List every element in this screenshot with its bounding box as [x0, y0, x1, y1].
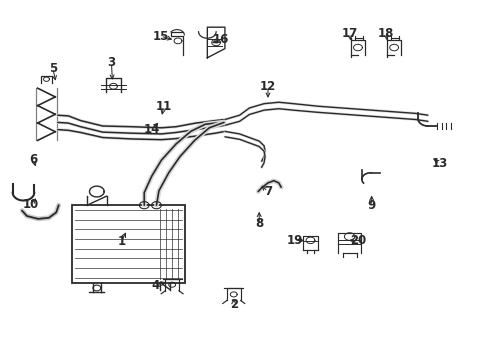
Text: 8: 8	[255, 217, 263, 230]
Bar	[72, 205, 184, 283]
Text: 19: 19	[285, 234, 302, 247]
Text: 14: 14	[143, 123, 160, 136]
Text: 5: 5	[49, 62, 57, 75]
Text: 16: 16	[212, 33, 229, 46]
Text: 7: 7	[264, 185, 271, 198]
Text: 15: 15	[152, 30, 168, 42]
Text: 13: 13	[431, 157, 447, 170]
Text: 18: 18	[377, 27, 394, 40]
Text: 6: 6	[29, 153, 37, 166]
Text: 2: 2	[229, 298, 237, 311]
Text: 4: 4	[151, 279, 159, 292]
Text: 12: 12	[259, 80, 276, 93]
Text: 10: 10	[22, 198, 39, 211]
Text: 1: 1	[117, 235, 125, 248]
Text: 20: 20	[349, 234, 366, 247]
Text: 9: 9	[367, 199, 375, 212]
Text: 3: 3	[107, 57, 115, 69]
Text: 11: 11	[155, 100, 172, 113]
Text: 17: 17	[341, 27, 357, 40]
